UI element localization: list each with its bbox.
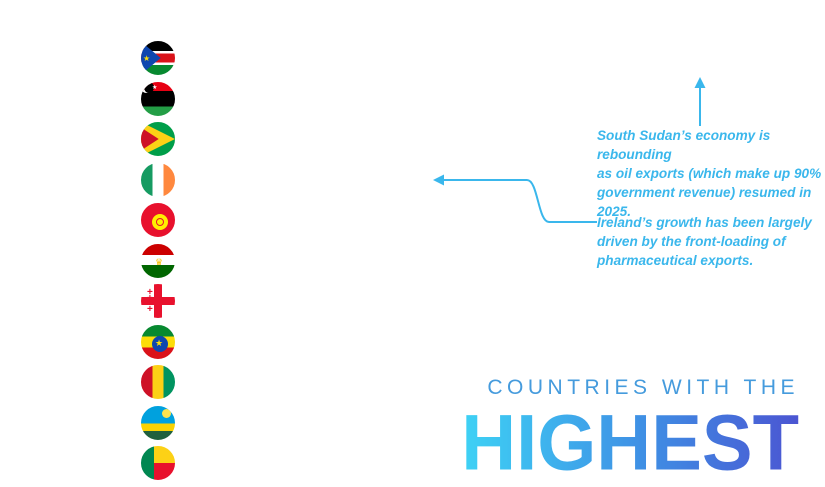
bar-row: Ethiopia +7.2% [0, 322, 825, 361]
bar-row: S. Sudan +24.3% [0, 39, 825, 77]
bar-row: Georgia +7.2% [0, 282, 825, 320]
country-label: Guyana [77, 129, 132, 148]
country-label: Ireland [82, 169, 132, 189]
value-label: +7.2% [322, 366, 374, 398]
bar-row: Libya +15.6% [0, 79, 825, 118]
flag-georgia-icon [139, 282, 177, 320]
bar [139, 123, 387, 155]
flag-emblem [141, 41, 161, 75]
country-label: Guinea [81, 372, 132, 391]
value-label: +24.3% [734, 42, 797, 74]
value-number: +9.1 [367, 167, 407, 193]
value-label: +10.3% [396, 123, 459, 155]
value-label: +7.2% [322, 285, 374, 317]
chart-area: 2025 Real GDP Growth Forecast S. Sudan +2… [0, 0, 825, 465]
country-label: Georgia [75, 291, 132, 310]
value-number: +7.1 [319, 410, 359, 436]
flag-guyana-icon [139, 120, 177, 158]
percent-sign: % [574, 93, 587, 111]
percent-sign: % [446, 134, 459, 151]
heading-main: HIGHEST [461, 398, 799, 487]
value-label: +7.2% [322, 326, 374, 358]
value-label: +7.1% [319, 407, 371, 439]
flag-emblem [141, 284, 175, 318]
value-number: +24.3 [734, 46, 785, 71]
value-number: +8.0 [341, 208, 381, 233]
percent-sign: % [406, 174, 419, 192]
flag-rwanda-icon [139, 403, 177, 442]
bar-row: Rwanda +7.1% [0, 403, 825, 442]
chart-title: 2025 Real GDP Growth Forecast [502, 18, 725, 35]
percent-sign: % [361, 336, 374, 354]
country-label: Libya [92, 88, 132, 108]
country-label: Ethiopia [72, 331, 132, 351]
flag-emblem [141, 446, 175, 480]
value-number: +7.0 [317, 451, 357, 476]
country-label: S. Sudan [67, 48, 132, 67]
country-label: Tajikistan [64, 250, 132, 270]
bar [139, 82, 515, 115]
annotation-south-sudan: South Sudan’s economy is rebounding as o… [597, 127, 825, 219]
value-number: +7.2 [322, 329, 362, 355]
value-number: +15.6 [524, 86, 575, 112]
flag-emblem [141, 163, 175, 197]
flag-emblem [152, 335, 168, 352]
flag-emblem [141, 406, 175, 440]
bar-row: Guyana +10.3% [0, 120, 825, 158]
flag-ethiopia-icon [139, 322, 177, 361]
value-label: +15.6% [524, 83, 587, 115]
bar-row: Tajikistan +7.5% [0, 241, 825, 280]
value-label: +8.0% [341, 204, 393, 236]
value-label: +9.1% [367, 164, 419, 196]
value-number: +7.5 [329, 248, 369, 274]
percent-sign: % [358, 417, 371, 435]
country-label: Benin [90, 453, 132, 472]
infographic-root: { "title": "2025 Real GDP Growth Forecas… [0, 0, 825, 465]
country-label: Kyrgyzstan [51, 210, 132, 229]
flag-south-sudan-icon [139, 39, 177, 77]
flag-tajikistan-icon [139, 241, 177, 280]
bar-row: Kyrgyzstan +8.0% [0, 201, 825, 239]
flag-emblem [141, 122, 175, 156]
percent-sign: % [784, 53, 797, 70]
flag-emblem [141, 244, 175, 278]
percent-sign: % [368, 255, 381, 273]
value-number: +7.2 [322, 289, 362, 314]
percent-sign: % [361, 296, 374, 313]
value-number: +7.2 [322, 370, 362, 395]
value-label: +7.0% [317, 447, 369, 479]
percent-sign: % [361, 377, 374, 394]
flag-benin-icon [139, 444, 177, 482]
flag-guinea-icon [139, 363, 177, 401]
flag-libya-icon [139, 79, 177, 118]
percent-sign: % [356, 458, 369, 475]
flag-kyrgyzstan-icon [139, 201, 177, 239]
value-number: +10.3 [396, 127, 447, 152]
bar-row: Ireland +9.1% [0, 160, 825, 199]
country-label: Rwanda [74, 412, 132, 432]
value-label: +7.5% [329, 245, 381, 277]
flag-emblem [152, 214, 168, 230]
bar [139, 42, 725, 74]
bar-row: Guinea +7.2% [0, 363, 825, 401]
annotation-ireland: Ireland’s growth has been largely driven… [597, 214, 812, 268]
flag-ireland-icon [139, 160, 177, 199]
heading-kicker: COUNTRIES WITH THE [487, 376, 799, 399]
percent-sign: % [380, 215, 393, 232]
flag-emblem [141, 365, 175, 399]
flag-emblem [141, 81, 157, 93]
